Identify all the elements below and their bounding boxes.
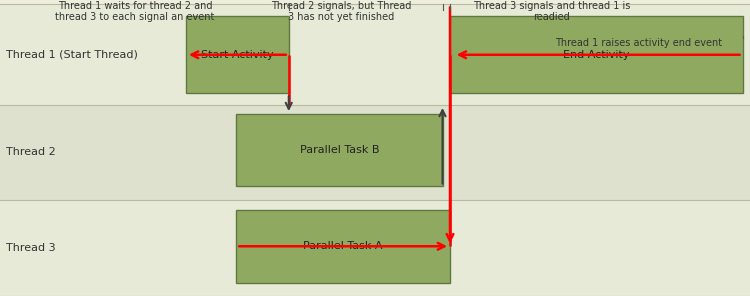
Bar (0, 105, 750, 200)
Text: Thread 3 signals and thread 1 is
readied: Thread 3 signals and thread 1 is readied (472, 1, 630, 22)
Text: End Activity: End Activity (563, 50, 629, 60)
Text: Thread 1 waits for thread 2 and
thread 3 to each signal an event: Thread 1 waits for thread 2 and thread 3… (56, 1, 214, 22)
Text: Thread 3: Thread 3 (6, 243, 56, 253)
Text: Parallel Task A: Parallel Task A (303, 242, 382, 251)
Text: Parallel Task B: Parallel Task B (299, 145, 379, 155)
Bar (236, 114, 442, 186)
Bar (450, 16, 742, 93)
Bar (186, 16, 289, 93)
Bar (236, 210, 450, 283)
Text: Thread 1 raises activity end event: Thread 1 raises activity end event (555, 38, 722, 49)
Bar (0, 4, 750, 105)
Bar (0, 200, 750, 296)
Text: Thread 1 (Start Thread): Thread 1 (Start Thread) (6, 50, 138, 60)
Text: Start Activity: Start Activity (201, 50, 274, 60)
Text: Thread 2: Thread 2 (6, 147, 56, 157)
Text: Thread 2 signals, but Thread
3 has not yet finished: Thread 2 signals, but Thread 3 has not y… (271, 1, 412, 22)
